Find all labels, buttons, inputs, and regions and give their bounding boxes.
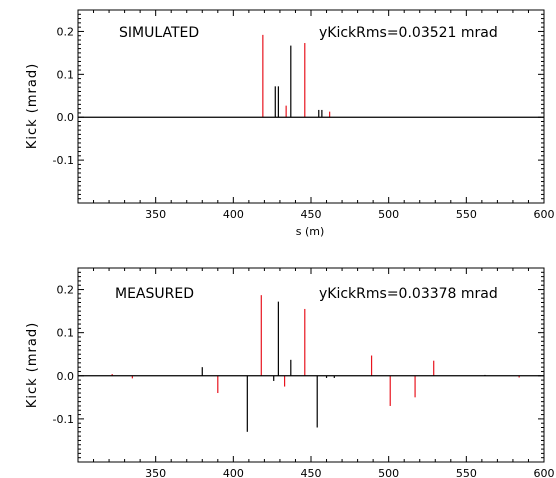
simulated-panel: 350 400 450 500 550 600 0.2 0.1 0.0 -0.1 SIMULAT… [25,9,555,238]
simulated-y-tick-label-3: -0.1 [53,154,74,167]
measured-y-axis-label: Kick (mrad) [25,322,40,408]
measured-y-tick-label-1: 0.1 [57,327,75,340]
simulated-kick-bars [262,34,331,118]
measured-title: MEASURED [115,286,194,302]
measured-panel: 350 400 450 500 550 600 0.2 0.1 0.0 -0.1 MEASURE… [25,267,555,478]
measured-y-tick-label-2: 0.0 [57,370,75,383]
measured-x-tick-label-1: 400 [223,467,244,478]
measured-x-tick-label-5: 600 [534,467,555,478]
measured-y-tick-label-3: -0.1 [53,413,74,426]
measured-y-tick-label-0: 0.2 [57,284,75,297]
simulated-title: SIMULATED [119,25,199,41]
simulated-x-tick-label-2: 450 [301,208,322,221]
measured-y-ticks: 0.2 0.1 0.0 -0.1 [53,271,544,459]
simulated-y-ticks: 0.2 0.1 0.0 -0.1 [53,13,544,200]
measured-kick-bars [111,295,520,432]
measured-x-tick-label-3: 500 [378,467,399,478]
simulated-y-axis-label: Kick (mrad) [25,63,40,149]
simulated-x-tick-label-4: 550 [456,208,477,221]
simulated-x-tick-label-0: 350 [145,208,166,221]
simulated-x-tick-label-3: 500 [378,208,399,221]
simulated-x-tick-label-5: 600 [534,208,555,221]
simulated-rms-annotation: yKickRms=0.03521 mrad [319,25,498,41]
simulated-x-ticks: 350 400 450 500 550 600 [93,10,555,221]
measured-x-tick-label-0: 350 [145,467,166,478]
measured-rms-annotation: yKickRms=0.03378 mrad [319,286,498,302]
measured-x-ticks: 350 400 450 500 550 600 [93,268,555,478]
measured-x-tick-label-2: 450 [301,467,322,478]
simulated-y-tick-label-1: 0.1 [57,68,75,81]
simulated-y-tick-label-0: 0.2 [57,25,75,38]
simulated-x-axis-label: s (m) [296,225,325,238]
simulated-y-tick-label-2: 0.0 [57,111,75,124]
simulated-x-tick-label-1: 400 [223,208,244,221]
measured-x-tick-label-4: 550 [456,467,477,478]
